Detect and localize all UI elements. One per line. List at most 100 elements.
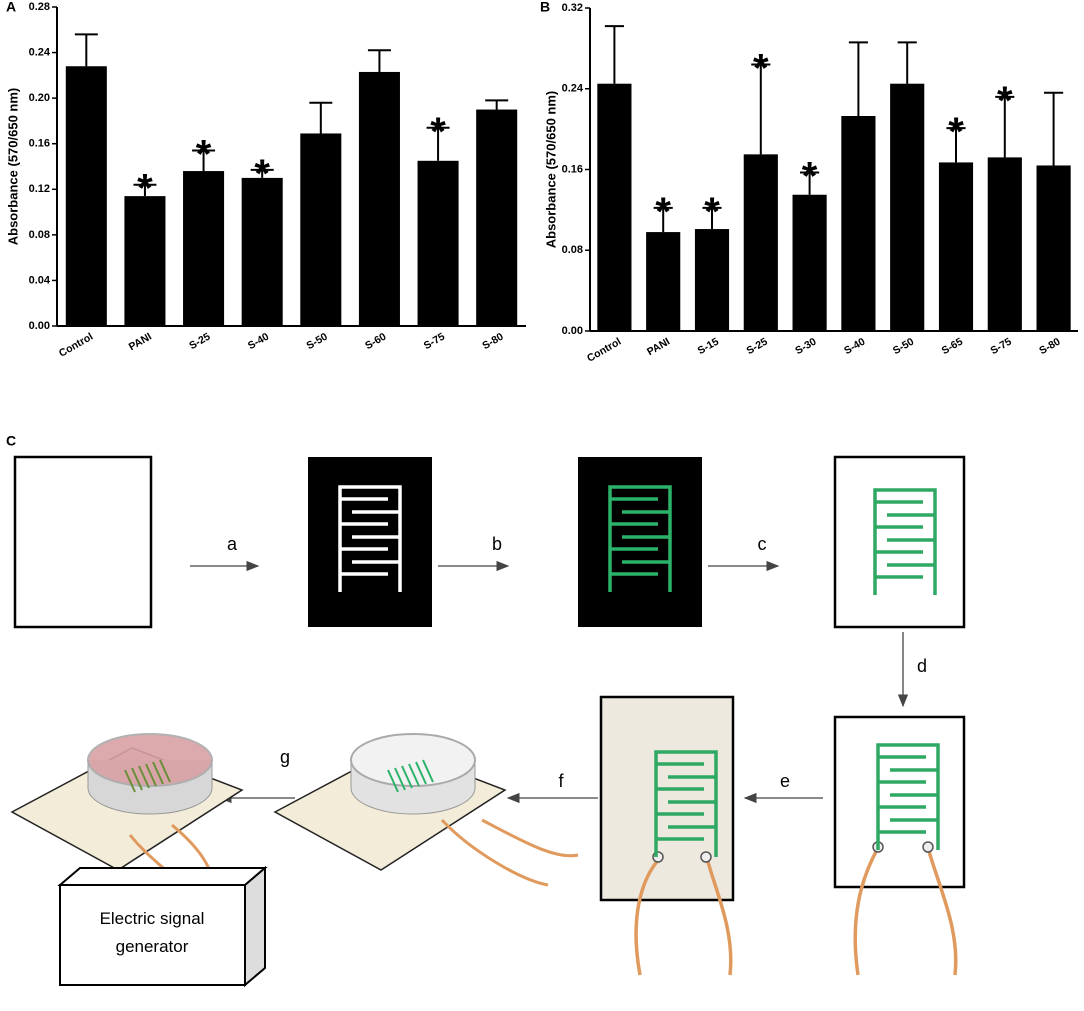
error-bar bbox=[426, 126, 450, 161]
y-tick-label: 0.08 bbox=[29, 229, 50, 241]
comb-electrode bbox=[654, 750, 718, 857]
x-tick-label: S-65 bbox=[940, 336, 965, 358]
x-tick-label: S-30 bbox=[793, 336, 818, 358]
x-tick-label: Control bbox=[585, 336, 623, 365]
x-tick-label: S-40 bbox=[842, 336, 867, 358]
y-tick-label: 0.16 bbox=[29, 138, 50, 150]
dish-electrode bbox=[124, 759, 171, 793]
bar bbox=[65, 66, 107, 326]
y-tick-label: 0.16 bbox=[562, 163, 583, 175]
y-tick-label: 0.00 bbox=[29, 320, 50, 332]
x-tick-label: S-60 bbox=[363, 331, 388, 353]
y-axis-label: Absorbance (570/650 nm) bbox=[5, 88, 20, 246]
wires bbox=[634, 847, 958, 976]
error-bar bbox=[367, 49, 391, 72]
x-tick-label: Control bbox=[57, 331, 95, 360]
significance-label: * bbox=[655, 190, 671, 234]
y-tick-label: 0.00 bbox=[562, 325, 583, 337]
significance-label: * bbox=[196, 133, 212, 177]
mask bbox=[308, 457, 432, 627]
significance-label: * bbox=[753, 47, 769, 91]
x-tick-label: S-40 bbox=[246, 331, 271, 353]
dish-electrode bbox=[387, 759, 434, 793]
culture-dish-1 bbox=[10, 733, 244, 886]
y-tick-label: 0.24 bbox=[29, 46, 51, 58]
signal-generator: Electric signal generator bbox=[57, 865, 268, 988]
bar bbox=[841, 116, 876, 331]
error-bar bbox=[192, 149, 216, 172]
error-bar bbox=[485, 99, 509, 110]
comb-electrode bbox=[873, 488, 937, 595]
electrode-wired bbox=[833, 715, 966, 889]
y-tick-label: 0.20 bbox=[29, 92, 50, 104]
x-tick-label: S-80 bbox=[480, 331, 505, 353]
bar bbox=[597, 83, 632, 331]
culture-dish-2 bbox=[273, 733, 579, 887]
error-bar bbox=[74, 33, 98, 67]
y-tick-label: 0.04 bbox=[29, 274, 51, 286]
x-tick-label: S-80 bbox=[1037, 336, 1062, 358]
error-bar bbox=[751, 63, 771, 155]
y-tick-label: 0.32 bbox=[562, 2, 583, 14]
electrode-on-substrate bbox=[599, 695, 735, 902]
bar bbox=[646, 232, 681, 331]
x-tick-label: S-25 bbox=[744, 336, 769, 358]
bar bbox=[183, 171, 225, 326]
x-tick-label: PANI bbox=[645, 336, 672, 359]
y-tick-label: 0.08 bbox=[562, 244, 583, 256]
error-bar bbox=[309, 101, 333, 134]
y-tick-label: 0.24 bbox=[562, 83, 584, 95]
bar bbox=[1036, 165, 1071, 331]
x-tick-label: S-50 bbox=[891, 336, 916, 358]
error-bar bbox=[702, 206, 722, 230]
error-bar bbox=[848, 41, 868, 117]
x-tick-label: S-75 bbox=[422, 331, 447, 353]
step-label: f bbox=[558, 771, 564, 791]
error-bar bbox=[995, 95, 1015, 158]
bar bbox=[938, 162, 974, 331]
panel-label: B bbox=[540, 0, 550, 15]
x-tick-label: S-75 bbox=[988, 336, 1013, 358]
step-label: b bbox=[492, 534, 502, 554]
blank-substrate bbox=[13, 455, 153, 629]
step-label: c bbox=[758, 534, 767, 554]
error-bar bbox=[250, 168, 274, 178]
electrode bbox=[833, 455, 966, 629]
step-label: g bbox=[280, 747, 290, 767]
bar bbox=[890, 83, 925, 331]
contacts bbox=[652, 841, 934, 863]
y-axis-label: Absorbance (570/650 nm) bbox=[543, 91, 558, 249]
significance-label: * bbox=[997, 79, 1013, 123]
panel-label: A bbox=[6, 0, 16, 15]
step-label: e bbox=[780, 771, 790, 791]
step-label: d bbox=[917, 656, 927, 676]
error-bar bbox=[946, 127, 966, 163]
x-tick-label: S-25 bbox=[187, 331, 212, 353]
bar bbox=[694, 229, 730, 331]
y-tick-label: 0.28 bbox=[29, 1, 50, 13]
diagram: Electric signal generator a b c d e f g bbox=[10, 455, 966, 988]
error-bar bbox=[133, 183, 157, 197]
y-tick-label: 0.12 bbox=[29, 183, 50, 195]
significance-label: * bbox=[137, 167, 153, 211]
x-tick-label: S-50 bbox=[304, 331, 329, 353]
error-bar bbox=[1044, 91, 1064, 166]
significance-label: * bbox=[430, 110, 446, 154]
bar bbox=[987, 157, 1022, 331]
comb-electrode bbox=[876, 743, 940, 850]
bar bbox=[124, 196, 166, 326]
significance-label: * bbox=[948, 110, 964, 154]
coated-mask bbox=[578, 457, 702, 627]
panel-label: C bbox=[6, 433, 16, 449]
error-bar bbox=[897, 41, 917, 84]
arrows bbox=[190, 560, 909, 804]
bar bbox=[743, 154, 778, 331]
error-bar bbox=[604, 25, 624, 84]
bar bbox=[300, 133, 342, 326]
x-tick-label: PANI bbox=[127, 331, 154, 354]
device-label-line: Electric signal generator bbox=[100, 909, 205, 956]
bar bbox=[241, 177, 283, 326]
significance-label: * bbox=[802, 155, 818, 199]
significance-label: * bbox=[254, 152, 270, 196]
